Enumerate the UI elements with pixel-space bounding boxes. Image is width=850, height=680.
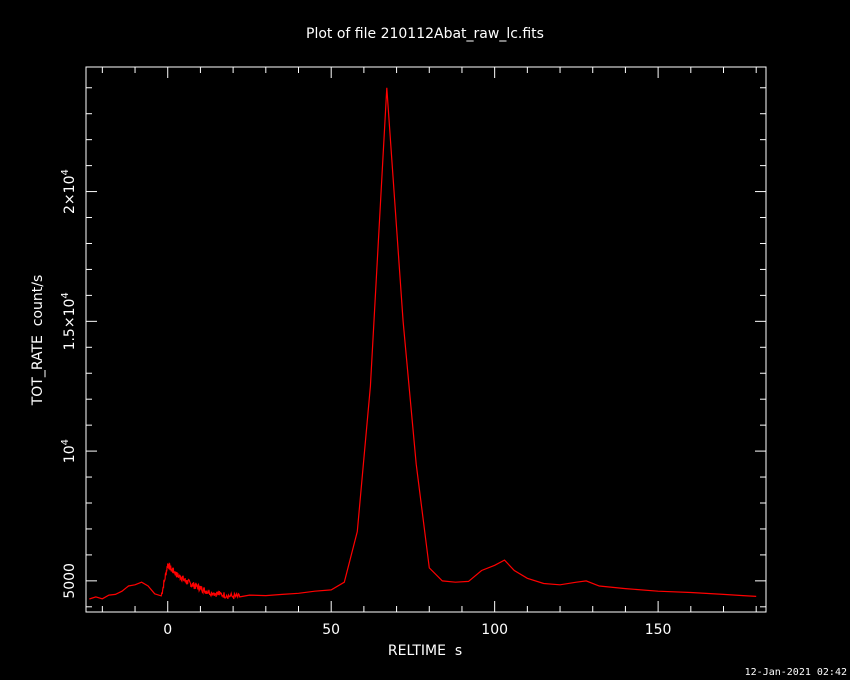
x-tick-label: 50: [322, 622, 340, 638]
y-axis-tick-labels: 5000 104 1.5×104 2×104: [60, 169, 78, 599]
y-axis-label: TOT_RATE count/s: [30, 275, 46, 407]
y-tick-label: 1.5×104: [60, 292, 78, 350]
series-line-tot-rate: [89, 87, 757, 600]
plot-frame: [85, 66, 767, 613]
chart-title: Plot of file 210112Abat_raw_lc.fits: [306, 26, 544, 42]
y-tick-label: 2×104: [60, 169, 78, 214]
y-tick-label: 5000: [62, 563, 78, 599]
y-tick-label: 104: [60, 439, 78, 463]
x-tick-label: 150: [645, 622, 672, 638]
x-axis-tick-labels: 0 50 100 150: [163, 622, 671, 638]
x-axis-label: RELTIME s: [388, 643, 462, 659]
x-tick-label: 0: [163, 622, 172, 638]
y-axis-ticks: [86, 87, 766, 608]
timestamp-footer: 12-Jan-2021 02:42: [744, 667, 847, 678]
x-axis-ticks: [101, 67, 757, 612]
x-tick-label: 100: [481, 622, 508, 638]
